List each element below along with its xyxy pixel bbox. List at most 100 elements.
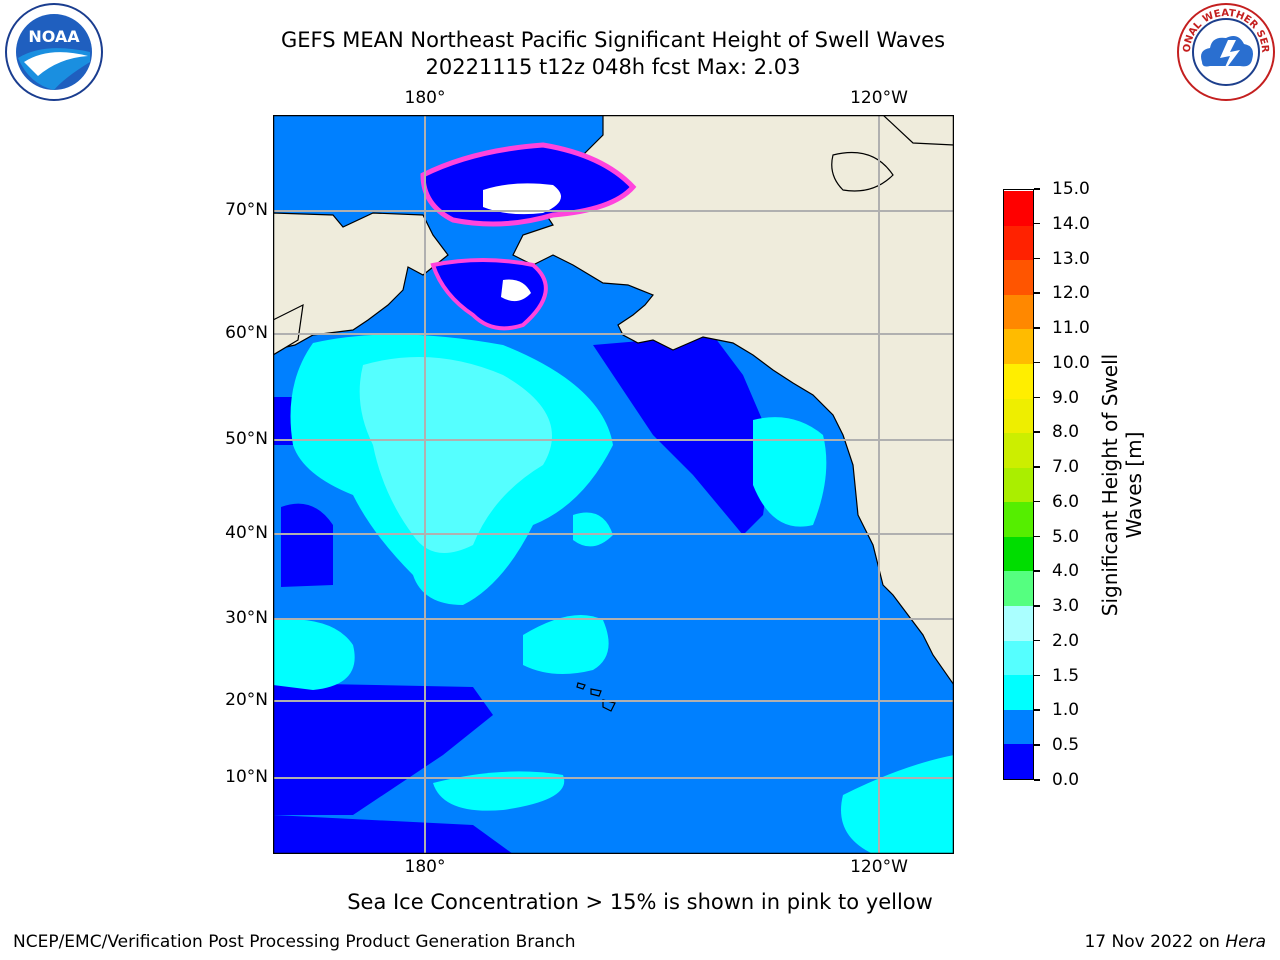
footer-machine: Hera xyxy=(1225,932,1266,952)
colorbar-tick-label: 5.0 xyxy=(1052,526,1080,547)
colorbar-tick xyxy=(1034,361,1040,364)
graticule xyxy=(273,115,954,854)
land-kamchatka xyxy=(273,303,304,356)
open-water-bering xyxy=(501,279,531,302)
lat-label-60n: 60°N xyxy=(225,323,268,343)
colorbar-tick-label: 6.0 xyxy=(1052,491,1080,512)
colorbar-segment xyxy=(1004,605,1033,641)
colorbar-tick-label: 3.0 xyxy=(1052,596,1080,617)
colorbar-segment xyxy=(1004,674,1033,710)
lon-label-top-180: 180° xyxy=(404,88,446,108)
map-panel xyxy=(272,114,955,855)
colorbar-segment xyxy=(1004,501,1033,537)
cyan-swell-region-west-25n xyxy=(273,619,355,690)
light-cyan-swell-core xyxy=(359,357,552,553)
noaa-logo: NOAA xyxy=(4,2,104,102)
colorbar-tick-label: 15.0 xyxy=(1052,179,1090,199)
noaa-logo-text: NOAA xyxy=(28,27,80,46)
cyan-swell-region-small xyxy=(573,512,613,547)
colorbar-tick xyxy=(1034,535,1040,538)
colorbar-segment xyxy=(1004,294,1033,330)
colorbar xyxy=(1003,189,1034,780)
map-frame xyxy=(272,114,955,855)
colorbar-tick xyxy=(1034,779,1040,781)
lon-label-bottom-180: 180° xyxy=(404,857,446,877)
footer-date: 17 Nov 2022 on xyxy=(1084,932,1226,952)
lat-label-10n: 10°N xyxy=(225,767,268,787)
open-water-chukchi xyxy=(483,183,561,215)
colorbar-segment xyxy=(1004,570,1033,607)
footer-left: NCEP/EMC/Verification Post Processing Pr… xyxy=(13,932,576,952)
colorbar-tick xyxy=(1034,500,1040,503)
low-swell-region-40n xyxy=(281,503,333,587)
colorbar-segment xyxy=(1004,432,1033,468)
chart-subtitle: 20221115 t12z 048h fcst Max: 2.03 xyxy=(425,55,801,79)
colorbar-tick-label: 2.0 xyxy=(1052,630,1080,651)
colorbar-tick xyxy=(1034,466,1040,468)
colorbar-segment xyxy=(1004,640,1033,676)
sea-ice-bering xyxy=(430,258,548,331)
colorbar-tick xyxy=(1034,570,1040,572)
colorbar-tick xyxy=(1034,257,1040,260)
low-swell-region-gulf-alaska xyxy=(593,335,773,535)
lon-label-top-120w: 120°W xyxy=(850,88,908,108)
colorbar-tick-label: 10.0 xyxy=(1052,352,1090,373)
colorbar-tick-label: 8.0 xyxy=(1052,422,1080,443)
colorbar-tick-label: 9.0 xyxy=(1052,387,1080,408)
low-swell-region-west xyxy=(273,683,493,815)
cyan-swell-region-central xyxy=(523,615,609,674)
colorbar-segment xyxy=(1004,363,1033,399)
colorbar-tick-label: 14.0 xyxy=(1052,213,1090,234)
land-siberia xyxy=(273,212,449,351)
colorbar-segment xyxy=(1004,398,1033,434)
lat-label-70n: 70°N xyxy=(225,200,268,220)
land-north-america xyxy=(512,115,954,687)
colorbar-segment xyxy=(1004,743,1033,779)
colorbar-tick xyxy=(1034,188,1040,190)
land-hawaii-2 xyxy=(590,688,602,697)
colorbar-segment xyxy=(1004,536,1033,572)
lat-label-40n: 40°N xyxy=(225,523,268,543)
colorbar-tick-label: 4.0 xyxy=(1052,561,1080,582)
colorbar-segments xyxy=(1004,190,1033,779)
colorbar-tick xyxy=(1034,709,1040,711)
colorbar-tick-label: 11.0 xyxy=(1052,318,1090,339)
low-swell-region-southwest xyxy=(273,815,513,854)
colorbar-segment xyxy=(1004,328,1033,364)
colorbar-tick xyxy=(1034,292,1040,294)
colorbar-tick-label: 7.0 xyxy=(1052,457,1080,478)
low-swell-region-west-edge xyxy=(273,397,295,445)
footer-right: 17 Nov 2022 on Hera xyxy=(1084,932,1266,952)
colorbar-tick xyxy=(1034,396,1040,399)
colorbar-segment xyxy=(1004,259,1033,295)
lon-label-bottom-120w: 120°W xyxy=(850,857,908,877)
colorbar-labels: 0.0 0.5 1.0 1.5 2.0 3.0 4.0 5.0 6.0 7.0 8.0 9.0 10.0… xyxy=(1034,0,1100,960)
land-arctic-island-1 xyxy=(831,151,894,192)
colorbar-tick-label: 13.0 xyxy=(1052,248,1090,269)
colorbar-tick xyxy=(1034,222,1040,225)
cyan-swell-region-southeast xyxy=(841,755,954,854)
land-arctic-island-2 xyxy=(882,115,954,146)
colorbar-segment xyxy=(1004,467,1033,503)
nws-logo: NATIONAL WEATHER SERVICE xyxy=(1172,0,1276,102)
colorbar-tick xyxy=(1034,639,1040,642)
land-hawaii-1 xyxy=(576,682,586,690)
colorbar-tick-label: 0.0 xyxy=(1052,770,1080,790)
colorbar-segment xyxy=(1004,190,1033,226)
colorbar-segment xyxy=(1004,225,1033,261)
colorbar-tick xyxy=(1034,431,1040,433)
colorbar-segment xyxy=(1004,709,1033,745)
lat-label-20n: 20°N xyxy=(225,690,268,710)
chart-title: GEFS MEAN Northeast Pacific Significant … xyxy=(280,28,946,52)
lat-label-30n: 30°N xyxy=(225,608,268,628)
colorbar-tick-label: 1.5 xyxy=(1052,665,1080,686)
colorbar-title: Significant Height of Swell Waves [m] xyxy=(1098,353,1146,617)
colorbar-tick-label: 12.0 xyxy=(1052,283,1090,304)
colorbar-tick-label: 1.0 xyxy=(1052,700,1080,721)
lat-label-50n: 50°N xyxy=(225,429,268,449)
colorbar-tick xyxy=(1034,744,1040,746)
cyan-swell-region-south xyxy=(433,771,565,811)
colorbar-tick xyxy=(1034,674,1040,677)
sea-ice-note: Sea Ice Concentration > 15% is shown in … xyxy=(347,890,933,914)
colorbar-tick xyxy=(1034,605,1040,607)
